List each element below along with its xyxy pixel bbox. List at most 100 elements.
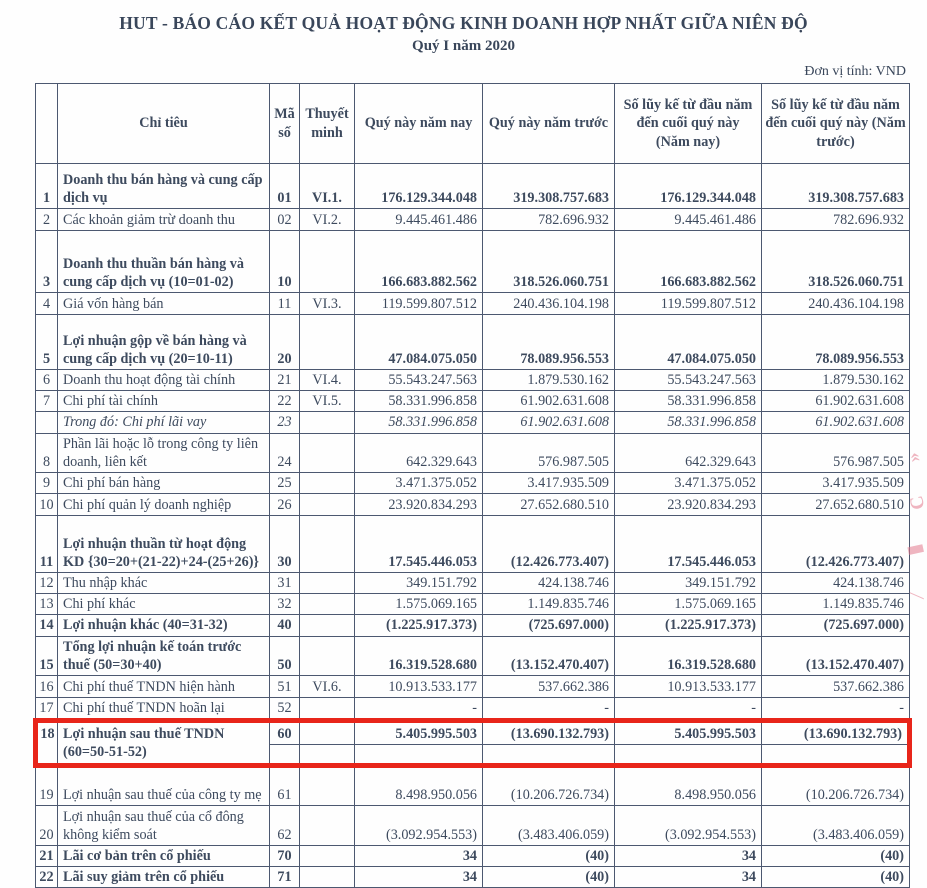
table-row: 22 Lãi suy giảm trên cổ phiếu 71 34 (40) 34 (4…	[35, 866, 910, 888]
row-code-cell: 61	[269, 765, 300, 807]
row-label-cell: Chi phí quản lý doanh nghiệp	[57, 493, 270, 517]
row-label-cell: Chi phí thuế TNDN hiện hành	[57, 674, 270, 698]
row-code-cell: 71	[269, 866, 300, 888]
value-cell: 47.084.075.050	[354, 314, 483, 370]
report-period: Quý I năm 2020	[412, 38, 515, 54]
value-cell: 166.683.882.562	[614, 230, 762, 293]
highlighted-row	[36, 744, 912, 769]
row-code-cell: 62	[269, 805, 300, 847]
row-code-cell: 24	[269, 432, 300, 473]
value-cell: 1.575.069.165	[354, 593, 483, 616]
table-row: Trong đó: Chi phí lãi vay 23 58.331.996.85…	[35, 411, 910, 434]
value-cell: 8.498.950.056	[614, 765, 762, 807]
table-row: 21 Lãi cơ bản trên cổ phiếu 70 34 (40) 34 (40)	[35, 845, 910, 868]
value-cell: 78.089.956.553	[482, 314, 615, 370]
row-number-cell: 13	[35, 593, 58, 616]
row-label-cell: Trong đó: Chi phí lãi vay	[57, 411, 270, 434]
value-cell: 8.498.950.056	[354, 765, 483, 807]
col-header-thuyet-minh: Thuyết minh	[299, 83, 355, 164]
row-note-cell	[299, 572, 355, 595]
value-cell: 10.913.533.177	[354, 674, 483, 698]
row-number-cell: 11	[35, 515, 58, 574]
value-cell: -	[761, 696, 910, 722]
row-number-cell: 1	[35, 163, 58, 209]
row-label-cell: Lợi nhuận gộp về bán hàng và cung cấp dị…	[57, 314, 270, 370]
row-note-cell: VI.1.	[299, 163, 355, 209]
value-cell: 61.902.631.608	[761, 390, 910, 413]
col-header-quarter-prior: Quý này năm trước	[482, 83, 615, 164]
value-cell: 23.920.834.293	[614, 493, 762, 517]
value-cell: 9.445.461.486	[354, 208, 483, 231]
value-cell: 240.436.104.198	[482, 292, 615, 315]
table-row: 5 Lợi nhuận gộp về bán hàng và cung cấp d…	[35, 314, 910, 370]
value-cell: 3.417.935.509	[761, 471, 910, 495]
row-note-cell	[299, 718, 355, 746]
value-cell: (10.206.726.734)	[482, 765, 615, 807]
value-cell	[482, 744, 615, 769]
row-label-cell: Chi phí bán hàng	[57, 471, 270, 495]
value-cell: 34	[614, 866, 762, 888]
value-cell: (1.225.917.373)	[614, 614, 762, 637]
value-cell: 318.526.060.751	[482, 230, 615, 293]
row-code-cell: 70	[269, 845, 300, 868]
report-header: HUT - BÁO CÁO KẾT QUẢ HOẠT ĐỘNG KINH DOA…	[0, 0, 927, 55]
row-note-cell	[299, 765, 355, 807]
table-row: 2 Các khoản giảm trừ doanh thu 02 VI.2. 9.44…	[35, 208, 910, 231]
value-cell: -	[482, 696, 615, 722]
value-cell: 5.405.995.503	[614, 718, 762, 746]
value-cell: 1.149.835.746	[482, 593, 615, 616]
value-cell: (1.225.917.373)	[354, 614, 483, 637]
value-cell: 642.329.643	[354, 432, 483, 473]
table-row: 9 Chi phí bán hàng 25 3.471.375.052 3.417.93…	[35, 471, 910, 495]
row-note-cell	[299, 866, 355, 888]
value-cell: 78.089.956.553	[761, 314, 910, 370]
value-cell: 576.987.505	[482, 432, 615, 473]
row-code-cell: 01	[269, 163, 300, 209]
value-cell: 61.902.631.608	[482, 411, 615, 434]
value-cell: (12.426.773.407)	[761, 515, 910, 574]
row-note-cell	[299, 635, 355, 676]
row-number-cell: 9	[35, 471, 58, 495]
col-header-chi-tieu: Chỉ tiêu	[57, 83, 270, 164]
row-code-cell: 10	[269, 230, 300, 293]
row-note-cell	[299, 471, 355, 495]
table-header: Chỉ tiêu Mã số Thuyết minh Quý này năm n…	[35, 83, 910, 164]
row-note-cell	[299, 230, 355, 293]
row-number-cell: 3	[35, 230, 58, 293]
row-number-cell: 19	[35, 765, 58, 807]
value-cell: -	[354, 696, 483, 722]
row-number-cell: 18	[33, 718, 58, 769]
value-cell: 17.545.446.053	[614, 515, 762, 574]
value-cell	[354, 744, 483, 769]
row-number-cell	[35, 411, 58, 434]
value-cell: (3.092.954.553)	[354, 805, 483, 847]
value-cell: (10.206.726.734)	[761, 765, 910, 807]
row-label-cell: Lợi nhuận khác (40=31-32)	[57, 614, 270, 637]
col-header-quarter-current: Quý này năm nay	[354, 83, 483, 164]
row-number-cell: 5	[35, 314, 58, 370]
value-cell: (13.690.132.793)	[761, 718, 912, 746]
table-row: 13 Chi phí khác 32 1.575.069.165 1.149.835.7…	[35, 593, 910, 616]
value-cell	[761, 744, 912, 769]
col-header-cumulative-current: Số lũy kế từ đầu năm đến cuối quý này (N…	[614, 83, 762, 164]
row-note-cell: VI.6.	[299, 674, 355, 698]
value-cell: 537.662.386	[482, 674, 615, 698]
row-label-cell: Thu nhập khác	[57, 572, 270, 595]
row-code-cell: 11	[269, 292, 300, 315]
row-label-cell: Chi phí thuế TNDN hoãn lại	[57, 696, 270, 722]
row-note-cell: VI.2.	[299, 208, 355, 231]
header-row: Chỉ tiêu Mã số Thuyết minh Quý này năm n…	[35, 83, 910, 164]
value-cell: (40)	[482, 866, 615, 888]
row-note-cell: VI.5.	[299, 390, 355, 413]
value-cell: 3.471.375.052	[614, 471, 762, 495]
row-number-cell: 16	[35, 674, 58, 698]
row-code-cell: 23	[269, 411, 300, 434]
table-row: 10 Chi phí quản lý doanh nghiệp 26 23.920.8…	[35, 493, 910, 517]
value-cell: 642.329.643	[614, 432, 762, 473]
value-cell: 349.151.792	[354, 572, 483, 595]
row-label-cell: Doanh thu hoạt động tài chính	[57, 368, 270, 392]
row-code-cell: 60	[269, 718, 300, 746]
value-cell: 424.138.746	[761, 572, 910, 595]
value-cell: 16.319.528.680	[614, 635, 762, 676]
